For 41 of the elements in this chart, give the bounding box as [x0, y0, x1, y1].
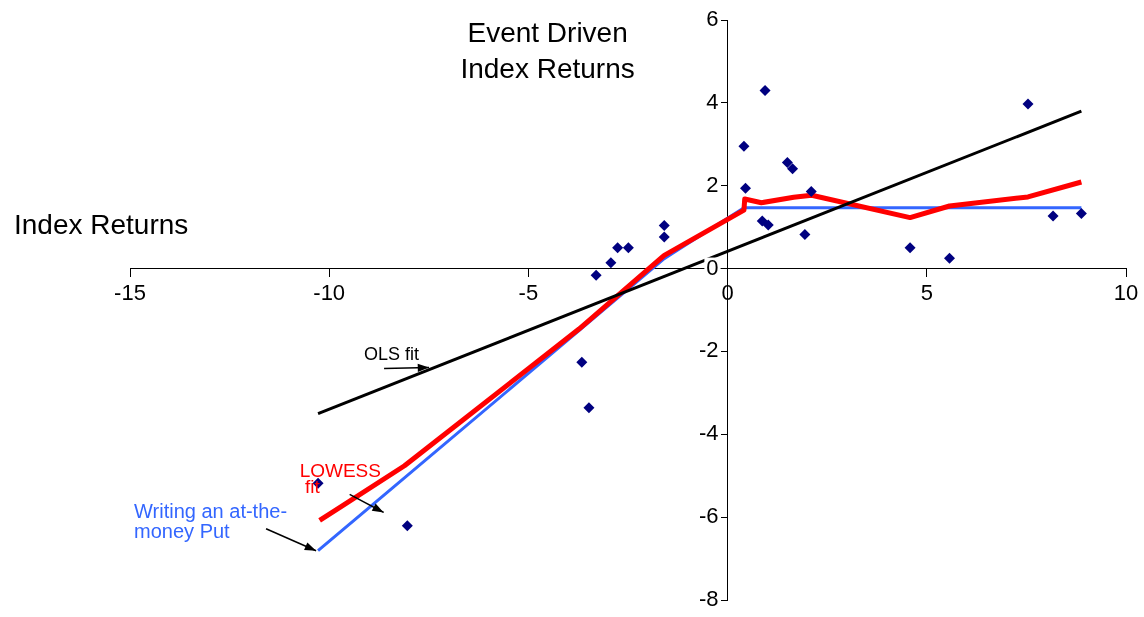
y-tick-label: 4 — [706, 88, 719, 114]
y-tick-label: -6 — [699, 503, 719, 529]
point — [762, 219, 774, 231]
point — [605, 257, 617, 269]
x-tick-label: -15 — [114, 279, 146, 305]
point — [740, 182, 752, 194]
x-tick-label: -5 — [518, 279, 539, 305]
series-label: OLS fit — [364, 343, 420, 364]
point — [1022, 98, 1034, 110]
x-tick-label: 5 — [920, 279, 933, 305]
point — [590, 269, 602, 281]
point — [756, 215, 768, 227]
point — [658, 219, 670, 231]
point — [944, 252, 956, 264]
point — [799, 229, 811, 241]
point — [576, 356, 588, 368]
x-axis-title: Index Returns — [14, 209, 189, 241]
y-tick-label: 6 — [706, 6, 719, 32]
y-axis-title: Event Driven Index Returns — [460, 16, 635, 84]
point — [738, 140, 750, 152]
point — [787, 163, 799, 175]
point — [583, 402, 595, 414]
point — [401, 520, 413, 532]
point — [781, 157, 793, 169]
series-label: LOWESS fit — [299, 460, 381, 498]
y-tick-label: -4 — [699, 420, 719, 446]
x-tick-label: 10 — [1113, 279, 1139, 305]
point — [658, 231, 670, 243]
point — [904, 242, 916, 254]
point — [1047, 210, 1059, 222]
point — [1075, 207, 1087, 219]
point — [612, 242, 624, 254]
y-tick-label: -2 — [699, 337, 719, 363]
x-tick-label: -10 — [313, 279, 346, 305]
point — [759, 84, 771, 96]
y-tick-label: 0 — [706, 254, 719, 280]
y-tick-label: 2 — [706, 171, 719, 197]
point — [805, 186, 817, 198]
point — [622, 242, 634, 254]
series-label: Writing an at-the-money Put — [134, 500, 288, 543]
y-tick-label: -8 — [699, 586, 719, 612]
